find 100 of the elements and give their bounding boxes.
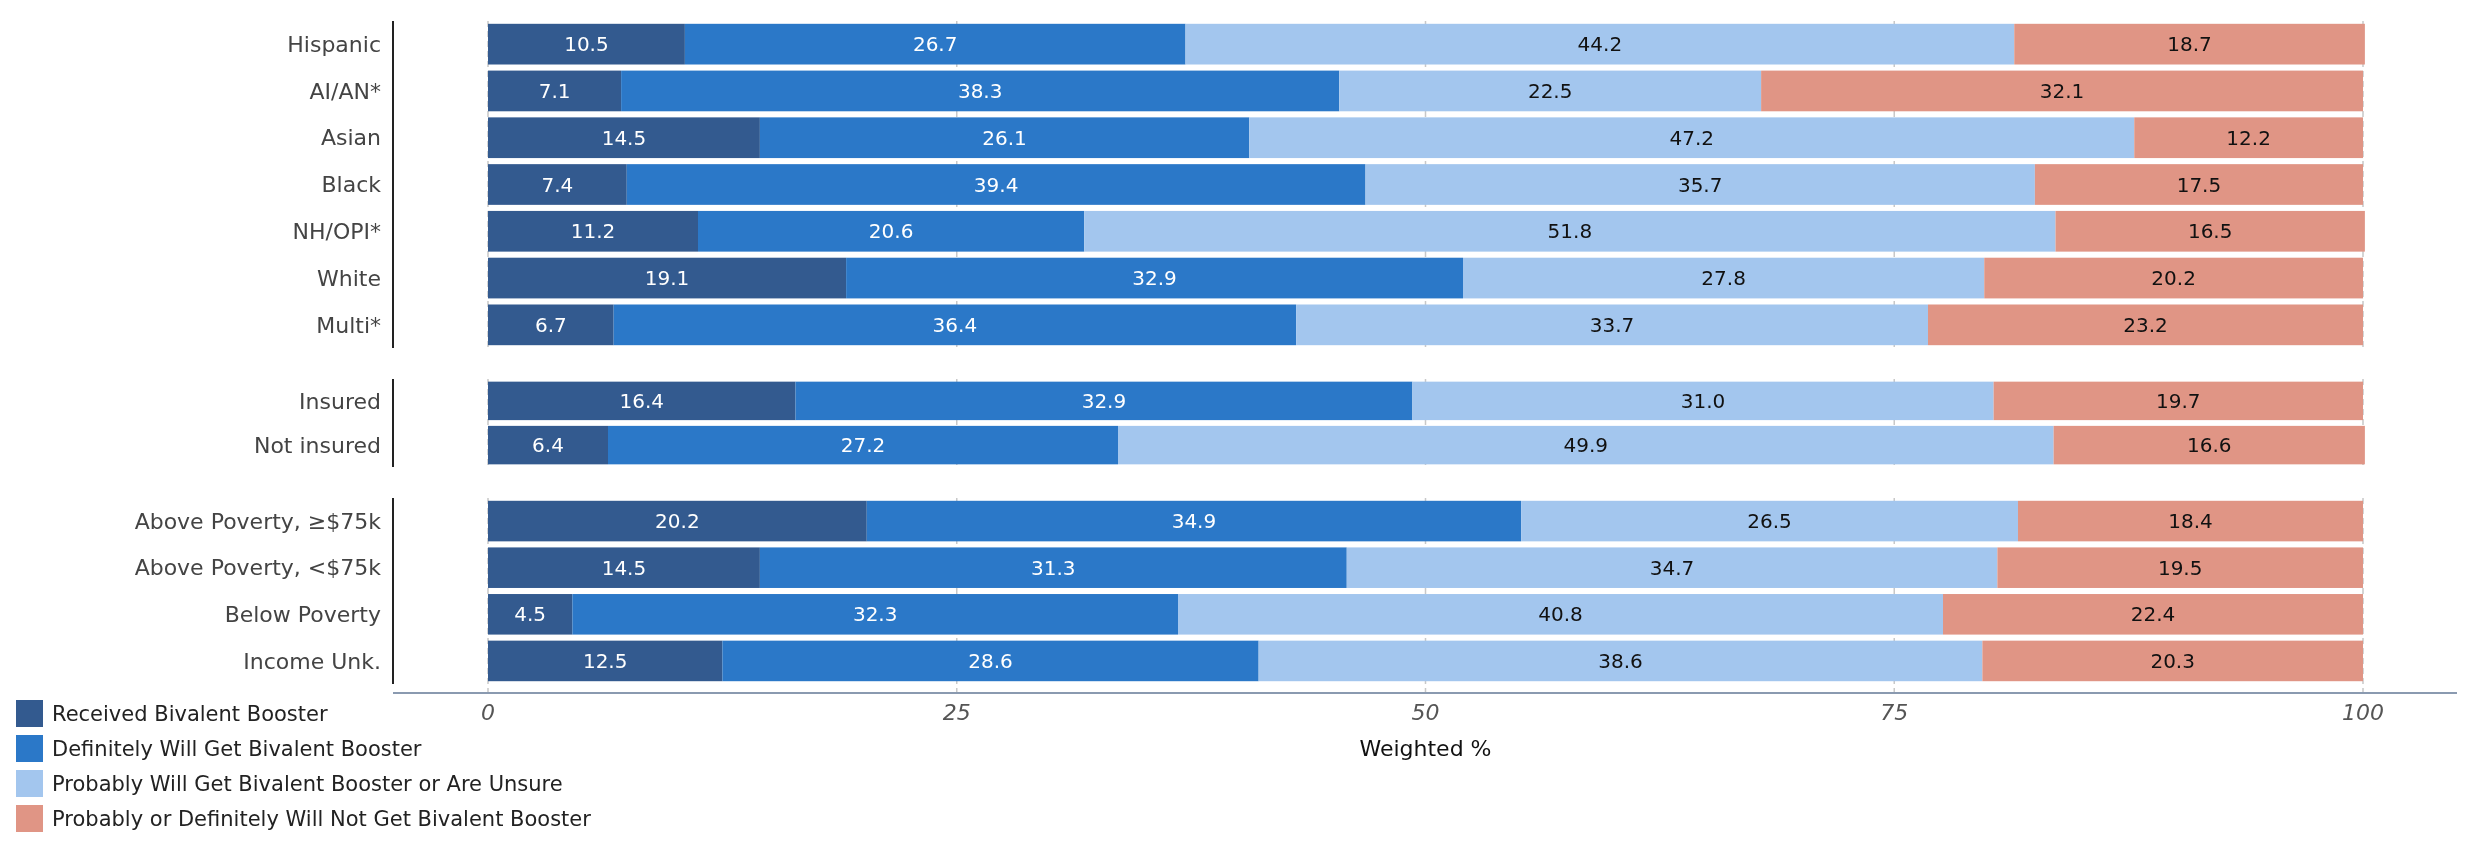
bar bbox=[1993, 381, 2363, 421]
bar bbox=[1258, 640, 1983, 682]
bar bbox=[759, 117, 1250, 159]
bar bbox=[488, 257, 847, 299]
data-label: 31.0 bbox=[1680, 388, 1726, 413]
data-label: 22.5 bbox=[1527, 78, 1573, 103]
data-label: 19.7 bbox=[2156, 388, 2201, 413]
data-label: 51.8 bbox=[1547, 219, 1593, 244]
bar bbox=[626, 164, 1366, 205]
bar bbox=[1346, 547, 1998, 588]
y-tick-label: Not insured bbox=[253, 432, 381, 458]
data-label: 20.6 bbox=[868, 219, 914, 244]
data-label: 34.7 bbox=[1649, 555, 1695, 580]
data-label: 22.4 bbox=[2130, 602, 2176, 627]
bar bbox=[1984, 257, 2363, 299]
data-label: 32.9 bbox=[1081, 388, 1127, 413]
data-label: 49.9 bbox=[1563, 433, 1609, 458]
bar bbox=[1997, 547, 2364, 588]
bar bbox=[613, 304, 1297, 346]
bar bbox=[488, 23, 685, 65]
bar bbox=[488, 547, 760, 588]
data-label: 32.1 bbox=[2039, 78, 2085, 103]
y-tick-label: NH/OPI* bbox=[292, 218, 381, 244]
bar bbox=[608, 425, 1118, 465]
bar bbox=[488, 425, 608, 465]
bar bbox=[488, 164, 627, 205]
data-label: 7.4 bbox=[541, 172, 574, 197]
data-label: 34.9 bbox=[1171, 509, 1217, 534]
bar bbox=[488, 500, 867, 542]
y-tick-label: Hispanic bbox=[287, 31, 381, 57]
data-label: 14.5 bbox=[601, 555, 647, 580]
data-label: 28.6 bbox=[968, 648, 1013, 673]
data-label: 23.2 bbox=[2123, 312, 2168, 337]
data-label: 47.2 bbox=[1669, 125, 1715, 150]
data-label: 6.7 bbox=[534, 312, 567, 337]
x-axis-title: Weighted % bbox=[1359, 736, 1492, 761]
bar bbox=[2055, 210, 2365, 252]
data-label: 17.5 bbox=[2176, 172, 2222, 197]
data-label: 44.2 bbox=[1577, 32, 1623, 57]
bar bbox=[488, 210, 698, 252]
bar bbox=[1118, 425, 2054, 465]
legend-label: Probably Will Get Bivalent Booster or Are Unsure bbox=[52, 772, 563, 797]
bar bbox=[2134, 117, 2363, 159]
data-label: 38.3 bbox=[957, 78, 1003, 103]
y-tick-label: White bbox=[317, 265, 381, 291]
y-tick-label: Multi* bbox=[316, 312, 381, 338]
data-label: 36.4 bbox=[932, 312, 978, 337]
data-label: 38.6 bbox=[1598, 648, 1643, 673]
bar bbox=[1982, 640, 2364, 682]
data-label: 6.4 bbox=[532, 433, 564, 458]
data-label: 16.4 bbox=[619, 388, 665, 413]
data-label: 18.4 bbox=[2168, 509, 2213, 534]
data-label: 20.2 bbox=[2151, 266, 2196, 291]
data-label: 19.1 bbox=[644, 266, 690, 291]
bar bbox=[488, 381, 796, 421]
data-label: 32.9 bbox=[1132, 266, 1177, 291]
y-tick-label: Asian bbox=[320, 125, 381, 151]
data-label: 16.6 bbox=[2186, 433, 2232, 458]
data-label: 26.1 bbox=[982, 125, 1027, 150]
data-label: 20.3 bbox=[2150, 648, 2195, 673]
y-tick-label: Black bbox=[321, 172, 382, 198]
data-label: 19.5 bbox=[2157, 555, 2203, 580]
bar bbox=[759, 547, 1347, 588]
data-label: 33.7 bbox=[1589, 312, 1635, 337]
data-label: 39.4 bbox=[973, 172, 1019, 197]
x-tick-label: 100 bbox=[2342, 700, 2384, 725]
data-label: 32.3 bbox=[852, 602, 898, 627]
bar bbox=[488, 594, 573, 635]
data-label: 26.5 bbox=[1747, 509, 1792, 534]
x-tick-label: 75 bbox=[1880, 700, 1909, 725]
x-tick-label: 0 bbox=[481, 700, 495, 725]
bar bbox=[1296, 304, 1928, 346]
data-label: 10.5 bbox=[564, 32, 609, 57]
bar bbox=[1521, 500, 2018, 542]
data-label: 27.8 bbox=[1701, 266, 1746, 291]
bar bbox=[866, 500, 1522, 542]
bar bbox=[1463, 257, 1985, 299]
bar bbox=[1365, 164, 2035, 205]
bar bbox=[2053, 425, 2365, 465]
y-tick-label: Above Poverty, <$75k bbox=[134, 555, 382, 581]
bar bbox=[795, 381, 1413, 421]
legend-label: Probably or Definitely Will Not Get Bivalent Booster bbox=[52, 807, 592, 832]
bar bbox=[722, 640, 1259, 682]
bar bbox=[621, 70, 1340, 112]
data-label: 12.5 bbox=[582, 648, 628, 673]
y-tick-label: Above Poverty, ≥$75k bbox=[134, 508, 382, 534]
bar bbox=[1084, 210, 2056, 252]
data-label: 20.2 bbox=[655, 509, 700, 534]
data-label: 26.7 bbox=[912, 32, 958, 57]
y-tick-label: Income Unk. bbox=[243, 648, 381, 674]
bar bbox=[698, 210, 1085, 252]
y-tick-label: Insured bbox=[299, 388, 381, 414]
data-label: 16.5 bbox=[2187, 219, 2233, 244]
data-label: 12.2 bbox=[2226, 125, 2271, 150]
bar bbox=[1943, 594, 2363, 635]
data-label: 11.2 bbox=[570, 219, 616, 244]
data-label: 27.2 bbox=[840, 433, 886, 458]
legend-label: Received Bivalent Booster bbox=[52, 702, 328, 727]
bar bbox=[846, 257, 1463, 299]
bar bbox=[488, 304, 614, 346]
